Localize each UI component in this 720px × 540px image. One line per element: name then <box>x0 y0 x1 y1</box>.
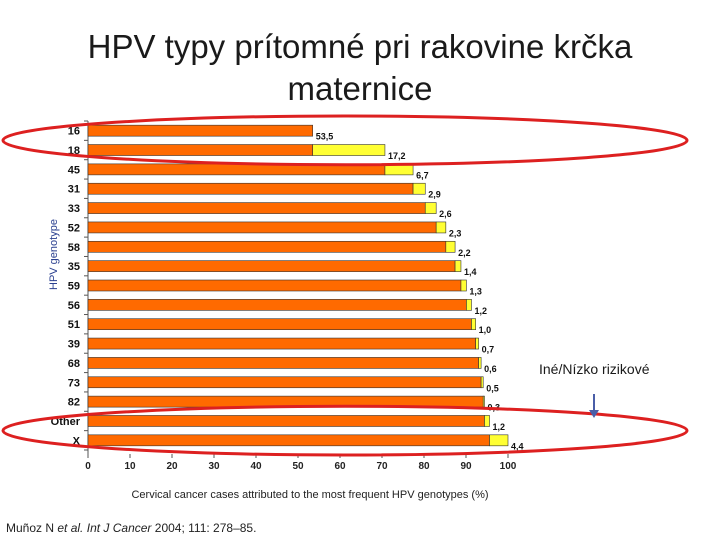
bar-segment <box>478 357 482 369</box>
data-label: 1,2 <box>474 306 487 316</box>
data-label: 1,2 <box>493 422 506 432</box>
data-label: 1,0 <box>479 325 492 335</box>
annotation-arrowhead <box>589 410 599 418</box>
bar-segment <box>435 221 447 234</box>
category-label: 68 <box>68 358 80 370</box>
bar-base <box>87 279 462 292</box>
data-label: 0,6 <box>484 364 497 374</box>
x-tick-label: 10 <box>124 461 136 472</box>
bar-base <box>87 124 313 137</box>
category-label: 73 <box>68 377 80 389</box>
x-tick-label: 90 <box>460 461 472 472</box>
bar-base <box>87 318 472 331</box>
x-tick-label: 0 <box>85 461 91 472</box>
category-label: 33 <box>68 203 80 215</box>
x-tick-label: 50 <box>292 461 304 472</box>
bar-base <box>87 376 482 389</box>
x-axis-label: Cervical cancer cases attributed to the … <box>131 489 489 501</box>
category-label: X <box>73 435 81 447</box>
x-tick-label: 40 <box>250 461 262 472</box>
bar-base <box>87 260 456 272</box>
annotation-label: Iné/Nízko rizikové <box>539 361 650 377</box>
bar-segment <box>471 318 476 331</box>
bar-segment <box>489 434 509 447</box>
data-label: 2,6 <box>439 209 452 219</box>
highlight-ellipse <box>1 114 689 167</box>
bar-base <box>87 434 490 447</box>
category-label: 16 <box>68 126 80 138</box>
highlight-ellipse <box>1 404 689 457</box>
category-label: Other <box>51 416 81 428</box>
bar-base <box>87 221 437 234</box>
category-label: 56 <box>68 300 80 312</box>
data-label: 53,5 <box>316 132 334 142</box>
category-label: 58 <box>68 242 80 254</box>
category-label: 82 <box>68 397 80 409</box>
bar-base <box>87 415 485 427</box>
category-label: 35 <box>68 261 80 273</box>
category-label: 45 <box>68 164 80 176</box>
category-label: 52 <box>68 222 80 234</box>
data-label: 1,3 <box>469 287 482 297</box>
data-label: 17,2 <box>388 151 406 161</box>
source-journal: Int J Cancer <box>86 521 152 535</box>
bar-segment <box>454 260 462 272</box>
category-label: 51 <box>68 319 80 331</box>
bar-segment <box>312 144 386 156</box>
bar-segment <box>480 376 484 389</box>
bar-segment <box>424 202 437 214</box>
category-label: 39 <box>68 339 80 351</box>
data-label: 6,7 <box>416 170 429 180</box>
data-label: 1,4 <box>464 267 477 277</box>
data-label: 2,9 <box>428 190 441 200</box>
x-tick-label: 60 <box>334 461 346 472</box>
x-tick-label: 20 <box>166 461 178 472</box>
x-tick-label: 70 <box>376 461 388 472</box>
bar-segment <box>484 415 490 427</box>
bar-base <box>87 240 447 253</box>
source-rest: 2004; 111: 278–85. <box>154 521 257 535</box>
bar-segment <box>466 299 472 311</box>
source-authors: Muñoz N <box>6 521 55 535</box>
bar-base <box>87 357 479 369</box>
data-label: 2,3 <box>449 228 462 238</box>
data-label: 2,2 <box>458 248 471 258</box>
data-label: 0,7 <box>482 345 495 355</box>
data-label: 4,4 <box>511 441 524 451</box>
category-label: 31 <box>68 184 80 196</box>
bar-base <box>87 299 467 311</box>
bar-segment <box>412 182 426 195</box>
bar-base <box>87 337 476 350</box>
bar-base <box>87 202 426 214</box>
bar-base <box>87 182 414 195</box>
bar-segment <box>475 337 479 350</box>
source-etal: et al. <box>57 521 84 535</box>
bar-segment <box>460 279 467 292</box>
bar-segment <box>445 240 456 253</box>
bar-segment <box>482 395 485 408</box>
x-tick-label: 30 <box>208 461 220 472</box>
chart-title: HPV typy prítomné pri rakovine krčka mat… <box>87 28 633 107</box>
data-label: 0,5 <box>486 383 499 393</box>
category-label: 59 <box>68 281 80 293</box>
bar-base <box>87 144 313 156</box>
y-axis-label: HPV genotype <box>48 219 60 290</box>
source-citation: Muñoz N et al. Int J Cancer 2004; 111: 2… <box>6 521 256 535</box>
x-tick-label: 100 <box>500 461 517 472</box>
x-tick-label: 80 <box>418 461 430 472</box>
